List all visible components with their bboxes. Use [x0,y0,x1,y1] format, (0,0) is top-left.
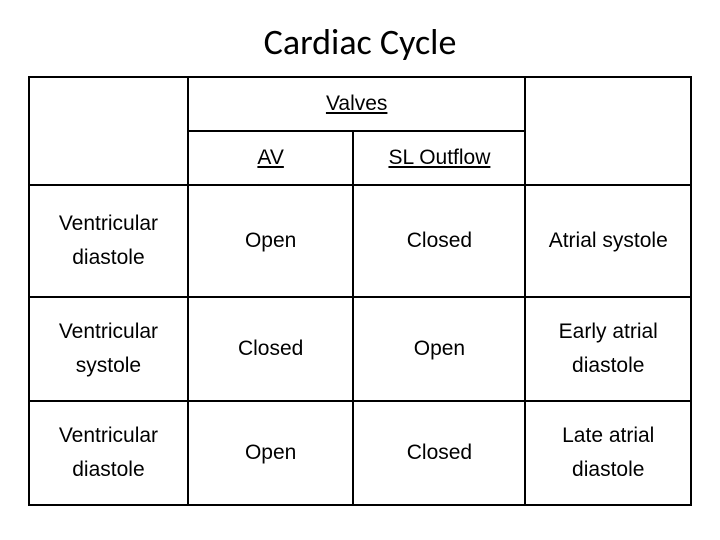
table-row: Ventricular systole Closed Open Early at… [29,297,691,401]
col-header-sl: SL Outflow [353,131,525,185]
phase-cell: Ventricular systole [29,297,188,401]
valves-header: Valves [188,77,526,131]
sl-cell: Closed [353,185,525,297]
phase-cell: Ventricular diastole [29,401,188,505]
av-cell: Open [188,401,354,505]
table-row: Ventricular diastole Open Closed Atrial … [29,185,691,297]
table-row: Ventricular diastole Open Closed Late at… [29,401,691,505]
cardiac-cycle-table: Valves AV SL Outflow Ventricular diastol… [28,76,692,506]
table-row: AV SL Outflow [29,131,691,185]
sl-cell: Open [353,297,525,401]
av-cell: Open [188,185,354,297]
col-header-blank-right [525,131,691,185]
page-title: Cardiac Cycle [28,20,692,64]
av-cell: Closed [188,297,354,401]
header-blank-right [525,77,691,131]
col-header-blank [29,131,188,185]
atrial-cell: Atrial systole [525,185,691,297]
sl-cell: Closed [353,401,525,505]
atrial-cell: Early atrial diastole [525,297,691,401]
header-blank-left [29,77,188,131]
phase-cell: Ventricular diastole [29,185,188,297]
table-row: Valves [29,77,691,131]
atrial-cell: Late atrial diastole [525,401,691,505]
col-header-av: AV [188,131,354,185]
